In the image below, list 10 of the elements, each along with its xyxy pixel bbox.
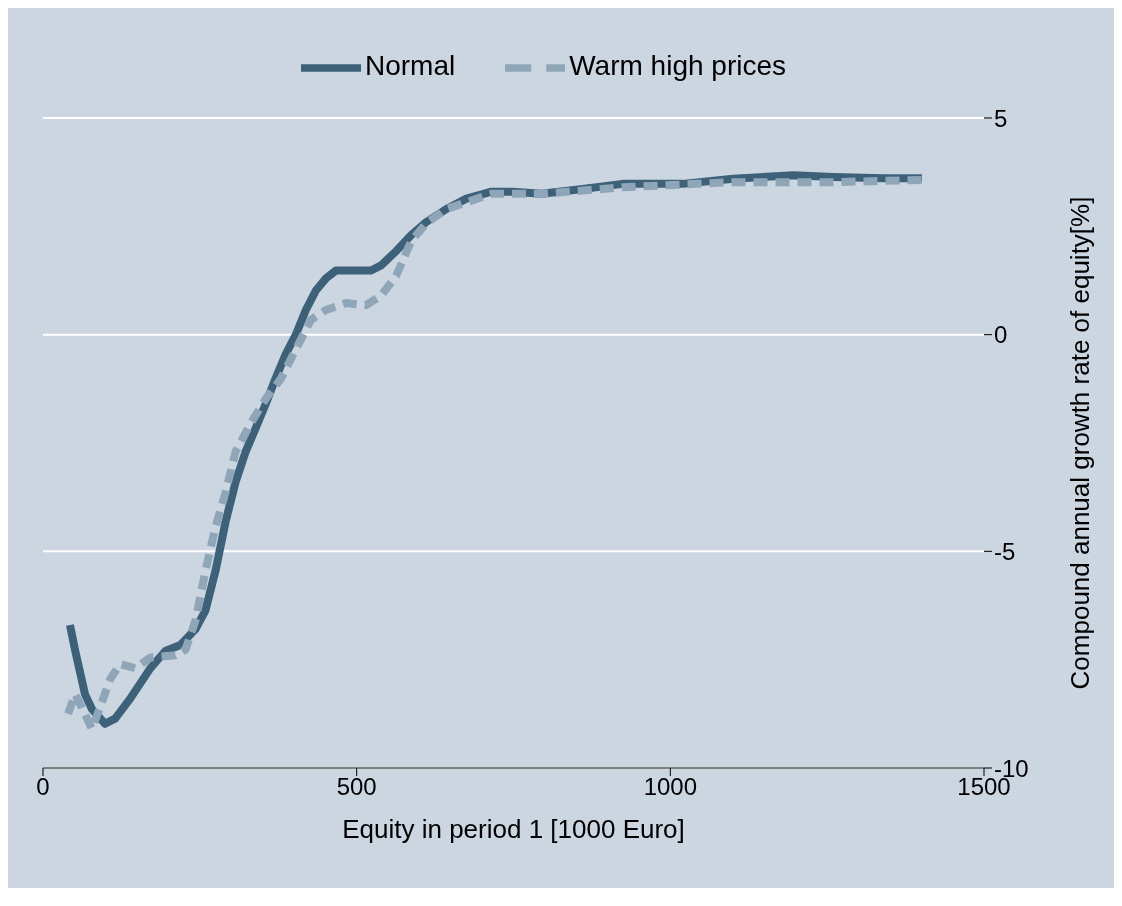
y-tick-label: 0 xyxy=(994,321,1008,349)
legend-label: Normal xyxy=(364,50,456,82)
y-tick-label: -5 xyxy=(994,537,1016,565)
x-tick-label: 0 xyxy=(36,773,50,801)
y-axis-title: Compound annual growth rate of equity[%] xyxy=(1065,196,1095,690)
legend-label: Warm high prices xyxy=(569,50,787,82)
x-tick-label: 1000 xyxy=(643,773,698,801)
x-axis-title: Equity in period 1 [1000 Euro] xyxy=(342,814,685,844)
x-tick-label: 500 xyxy=(336,773,377,801)
y-tick-label: 5 xyxy=(994,104,1008,132)
